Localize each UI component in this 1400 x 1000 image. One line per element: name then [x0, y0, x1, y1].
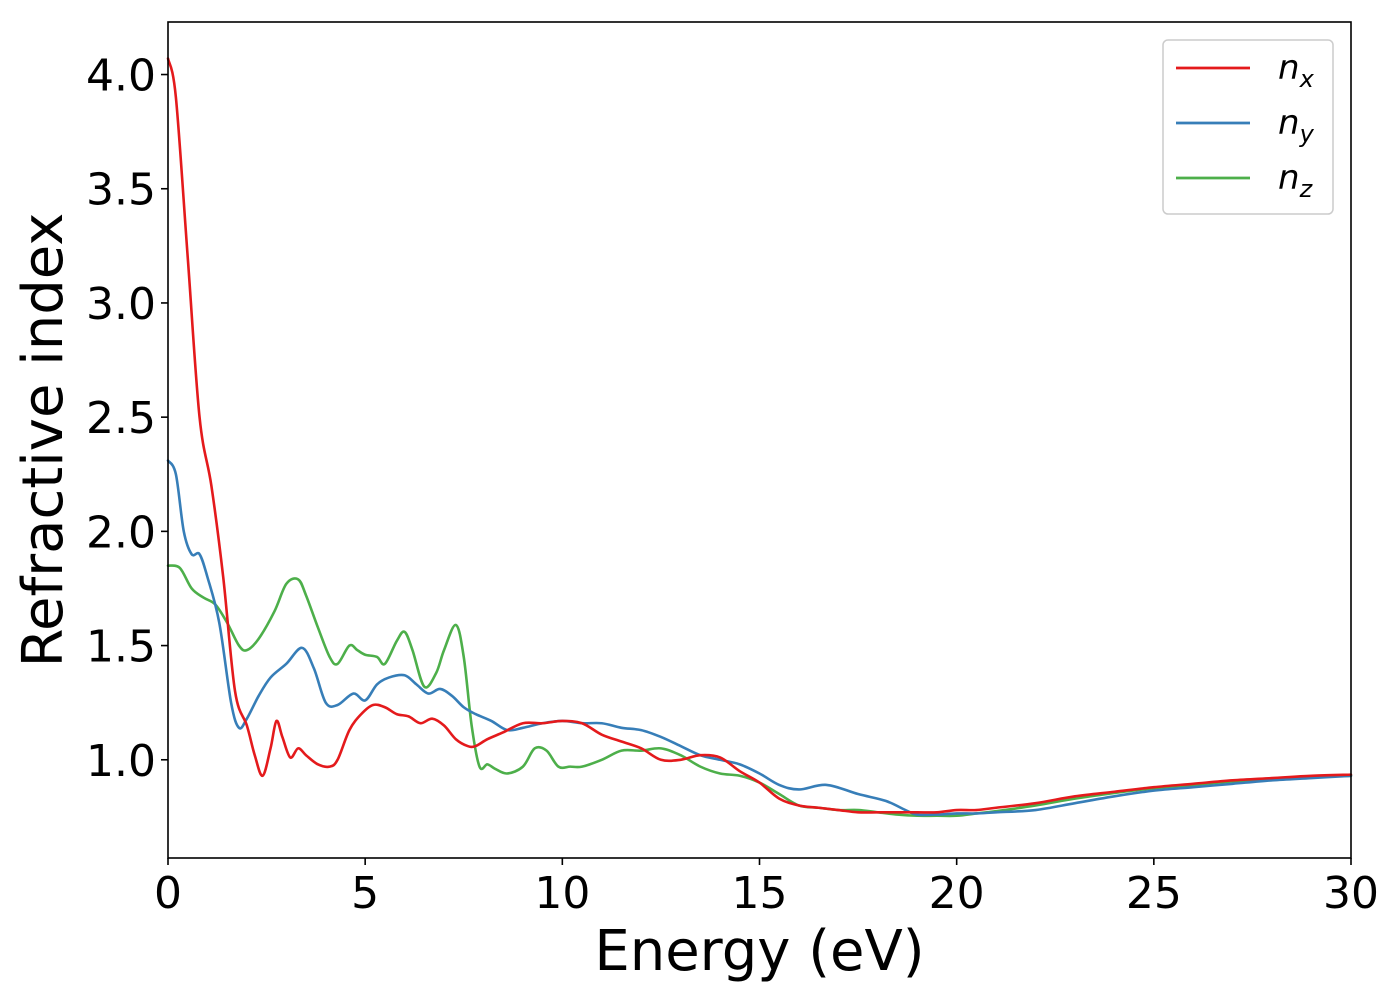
y-tick-label: 1.0	[86, 736, 156, 787]
legend-label-z: nz	[1278, 158, 1314, 203]
x-tick-label: 10	[534, 868, 590, 919]
x-tick-label: 15	[732, 868, 788, 919]
y-axis-title: Refractive index	[11, 213, 76, 668]
plot-area	[166, 21, 1353, 859]
x-tick-label: 0	[154, 868, 182, 919]
legend-label-y: ny	[1278, 103, 1315, 148]
legend-box	[1162, 39, 1334, 215]
x-tick-label: 25	[1126, 868, 1182, 919]
x-tick-label: 30	[1323, 868, 1379, 919]
x-tick-label: 20	[929, 868, 985, 919]
legend: nx ny nz	[1162, 39, 1334, 215]
series-layer	[166, 57, 1353, 818]
x-tick-label: 5	[351, 868, 379, 919]
y-tick-label: 4.0	[86, 51, 156, 102]
y-tick-label: 3.0	[86, 279, 156, 330]
y-tick-label: 1.5	[86, 622, 156, 673]
y-tick-label: 3.5	[86, 165, 156, 216]
y-tick-label: 2.0	[86, 507, 156, 558]
series-line-z	[166, 564, 1353, 818]
series-line-x	[166, 57, 1353, 814]
x-axis-title: Energy (eV)	[594, 919, 924, 984]
x-axis: 0 5 10 15 20 25 30	[154, 858, 1379, 919]
y-tick-label: 2.5	[86, 393, 156, 444]
y-axis: 1.0 1.5 2.0 2.5 3.0 3.5 4.0	[86, 51, 168, 787]
legend-label-x: nx	[1278, 48, 1315, 93]
